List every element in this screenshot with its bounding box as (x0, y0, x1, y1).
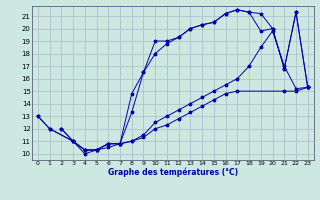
X-axis label: Graphe des températures (°C): Graphe des températures (°C) (108, 168, 238, 177)
